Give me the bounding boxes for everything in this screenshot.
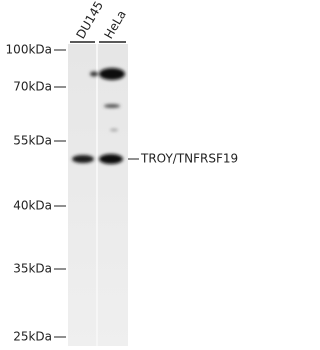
band [104,104,120,108]
marker-label: 100kDa [6,43,52,57]
band [72,155,94,163]
lane-label: HeLa [102,8,129,41]
band-label: TROY/TNFRSF19 [140,152,238,166]
marker-label: 55kDa [13,134,52,148]
marker-label: 35kDa [13,262,52,276]
band [110,128,118,132]
band [99,154,123,164]
bands [72,68,125,164]
marker-label: 40kDa [13,199,52,213]
marker-label: 25kDa [13,330,52,344]
band [90,71,98,77]
markers: 100kDa 70kDa 55kDa 40kDa 35kDa 25kDa [6,43,66,344]
band [99,68,125,80]
marker-label: 70kDa [13,80,52,94]
western-blot: DU145 HeLa 100kDa 70kDa 55kDa 40kDa 35kD… [6,0,238,346]
